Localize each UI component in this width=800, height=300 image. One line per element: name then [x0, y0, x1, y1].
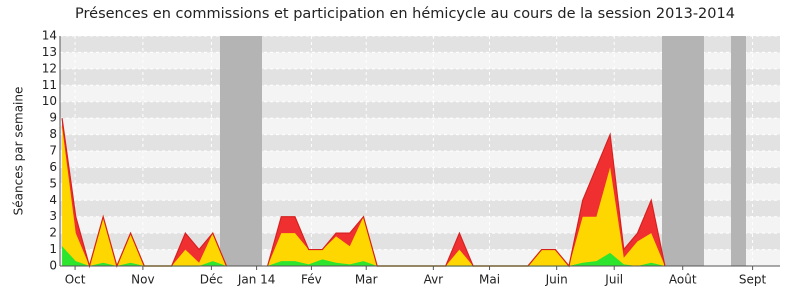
y-tick-label: 1	[49, 242, 57, 256]
x-tick-label: Août	[669, 273, 697, 287]
x-tick-label: Sept	[739, 273, 767, 287]
y-tick-label: 3	[49, 209, 57, 223]
x-tick-label: Nov	[131, 273, 154, 287]
y-tick-label: 2	[49, 226, 57, 240]
holiday-band	[731, 36, 746, 266]
x-tick-label: Jan 14	[237, 273, 276, 287]
holiday-band	[220, 36, 262, 266]
x-tick-label: Mar	[355, 273, 378, 287]
y-tick-label: 13	[42, 45, 57, 59]
x-tick-label: Oct	[65, 273, 86, 287]
y-tick-label: 12	[42, 61, 57, 75]
holiday-band	[662, 36, 704, 266]
x-tick-label: Fév	[301, 273, 322, 287]
x-tick-label: Mai	[479, 273, 500, 287]
y-tick-label: 14	[42, 29, 57, 43]
y-tick-label: 7	[49, 144, 57, 158]
area	[62, 126, 227, 266]
x-tick-label: Déc	[200, 273, 223, 287]
y-tick-label: 4	[49, 193, 57, 207]
x-tick-label: Avr	[424, 273, 444, 287]
y-tick-label: 10	[42, 94, 57, 108]
area	[267, 167, 665, 266]
y-tick-label: 8	[49, 127, 57, 141]
holiday-shading	[220, 36, 746, 266]
x-tick-label: Juil	[604, 273, 623, 287]
y-tick-label: 9	[49, 111, 57, 125]
y-tick-label: 6	[49, 160, 57, 174]
area	[267, 134, 665, 266]
x-tick-label: Juin	[545, 273, 568, 287]
y-tick-label: 5	[49, 176, 57, 190]
y-axis-label: Séances par semaine	[12, 87, 26, 216]
y-tick-label: 11	[42, 78, 57, 92]
chart-title: Présences en commissions et participatio…	[75, 6, 735, 22]
area	[62, 246, 227, 266]
area-edge	[266, 132, 666, 268]
y-tick-label: 0	[49, 259, 57, 273]
